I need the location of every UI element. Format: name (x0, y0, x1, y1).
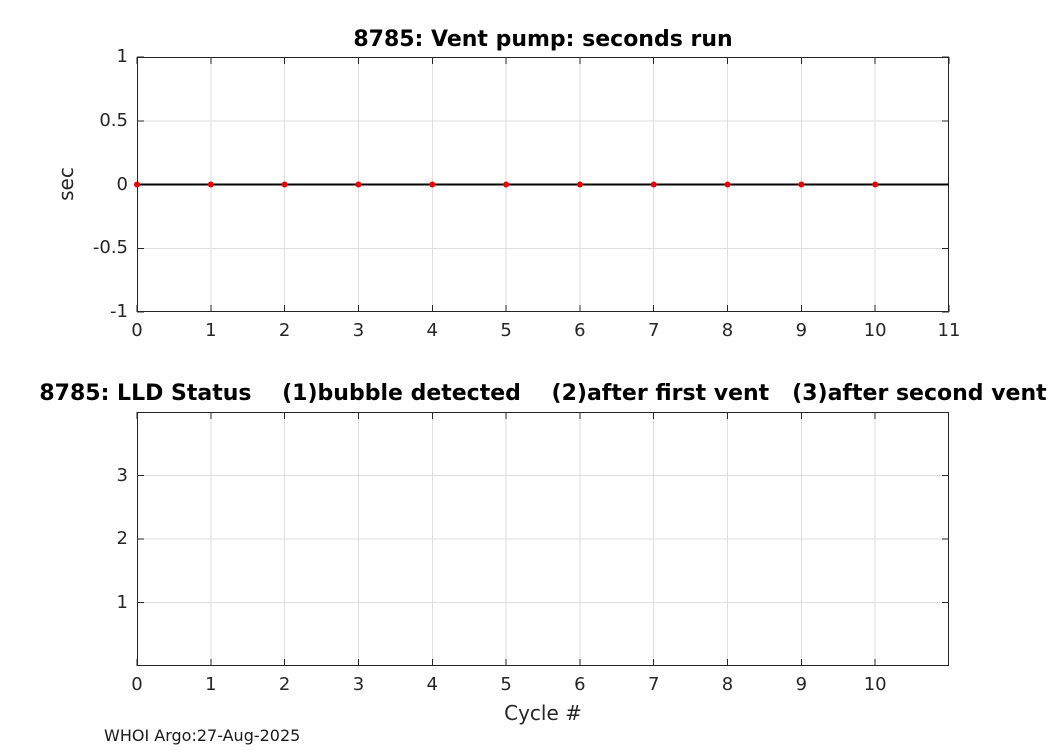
x-tick-label: 7 (647, 320, 660, 341)
data-point-vent-pump-seconds-run (355, 181, 362, 188)
y-tick-label: 0.5 (99, 109, 128, 131)
y-tick-label: 3 (116, 464, 128, 486)
data-point-vent-pump-seconds-run (281, 181, 288, 188)
x-tick-label: 8 (721, 320, 734, 341)
y-tick-label: -1 (110, 301, 128, 323)
data-point-vent-pump-seconds-run (503, 181, 510, 188)
x-tick-label: 4 (426, 674, 438, 695)
plot1-title: 8785: Vent pump: seconds run (353, 27, 733, 52)
data-point-vent-pump-seconds-run (429, 181, 436, 188)
plot1-ylabel: sec (54, 167, 78, 201)
x-tick-label: 5 (500, 320, 512, 341)
x-tick-label: 10 (863, 674, 887, 695)
y-tick-label: 0 (116, 173, 128, 195)
x-tick-label: 6 (574, 674, 586, 695)
plot2-title: 8785: LLD Status (1)bubble detected (2)a… (39, 381, 1047, 406)
data-point-vent-pump-seconds-run (798, 181, 805, 188)
x-tick-label: 0 (131, 674, 143, 695)
x-tick-label: 0 (131, 320, 143, 341)
plot2-axes (136, 412, 949, 666)
data-point-vent-pump-seconds-run (650, 181, 657, 188)
x-tick-label: 3 (352, 320, 365, 341)
x-tick-label: 9 (795, 674, 808, 695)
y-tick-label: 1 (116, 591, 128, 613)
data-point-vent-pump-seconds-run (576, 181, 583, 188)
data-point-vent-pump-seconds-run (134, 181, 140, 188)
x-tick-label: 3 (352, 674, 365, 695)
x-tick-label: 7 (647, 674, 660, 695)
watermark-text: WHOI Argo:27-Aug-2025 (104, 726, 301, 745)
data-point-vent-pump-seconds-run (207, 181, 214, 188)
x-tick-label: 6 (574, 320, 586, 341)
data-point-vent-pump-seconds-run (724, 181, 731, 188)
x-tick-label: 2 (278, 674, 291, 695)
x-tick-label: 1 (205, 320, 217, 341)
plot2-xlabel: Cycle # (504, 701, 582, 725)
x-tick-label: 5 (500, 674, 512, 695)
x-tick-label: 11 (937, 320, 961, 341)
x-tick-label: 2 (278, 320, 291, 341)
y-tick-label: -0.5 (92, 237, 128, 259)
x-tick-label: 1 (205, 674, 217, 695)
x-tick-label: 4 (426, 320, 438, 341)
x-tick-label: 10 (863, 320, 887, 341)
plot1-axes (134, 56, 950, 313)
x-tick-label: 9 (795, 320, 808, 341)
x-tick-label: 8 (721, 674, 734, 695)
y-tick-label: 2 (116, 528, 128, 550)
data-point-vent-pump-seconds-run (872, 181, 879, 188)
y-tick-label: 1 (116, 46, 128, 68)
